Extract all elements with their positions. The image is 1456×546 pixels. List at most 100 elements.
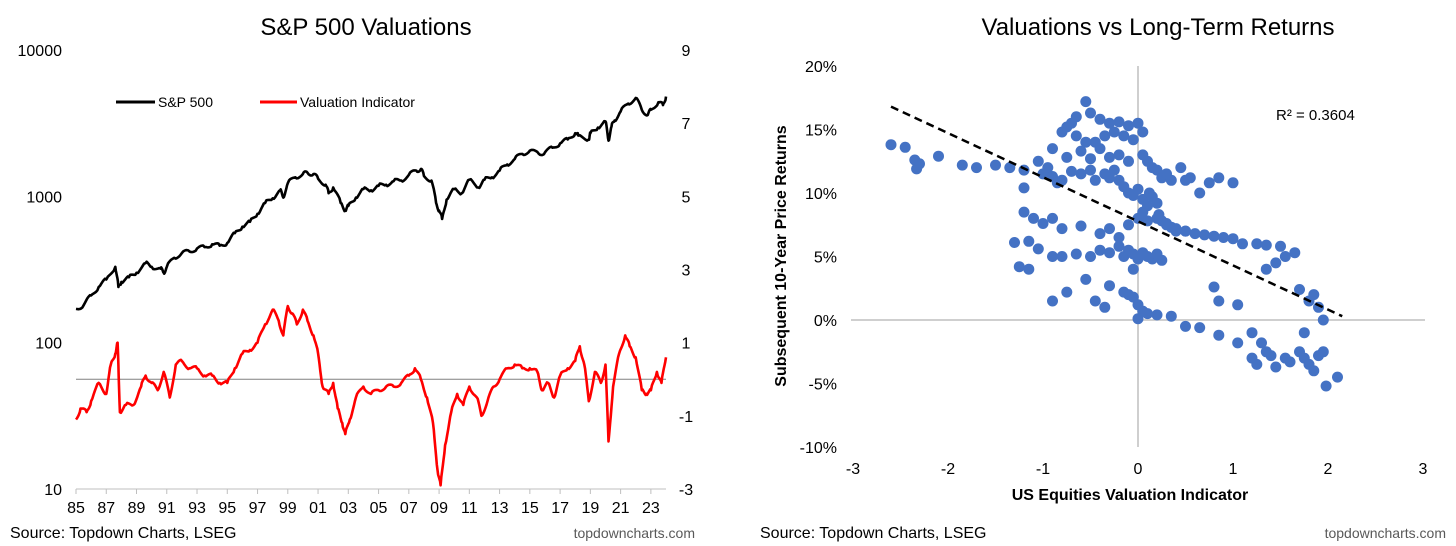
x-tick-label: 13 — [491, 500, 509, 517]
scatter-point — [1308, 289, 1320, 301]
x-tick-label: -1 — [1036, 461, 1050, 478]
scatter-point — [1265, 350, 1277, 362]
scatter-point — [1094, 143, 1106, 155]
scatter-point — [1080, 273, 1092, 285]
scatter-point — [1113, 149, 1125, 161]
x-tick-label: 19 — [581, 500, 599, 517]
scatter-point — [1123, 120, 1134, 132]
x-tick-label: 87 — [97, 500, 115, 517]
right-y-tick-label: -3 — [679, 482, 693, 499]
x-tick-label: -2 — [941, 461, 955, 478]
scatter-point — [1085, 164, 1096, 176]
x-axis-title: US Equities Valuation Indicator — [1012, 487, 1248, 504]
x-tick-label: 99 — [279, 500, 297, 517]
scatter-point — [1132, 313, 1144, 325]
scatter-point — [1094, 113, 1106, 125]
legend-label-sp500: S&P 500 — [158, 94, 213, 110]
scatter-point — [1213, 295, 1225, 307]
scatter-point — [899, 141, 911, 153]
scatter-point — [1289, 247, 1301, 259]
valuation-indicator-line — [74, 304, 668, 487]
x-tick-label: 07 — [400, 500, 418, 517]
scatter-point — [1013, 261, 1025, 273]
scatter-point — [990, 159, 1001, 171]
scatter-point — [1018, 206, 1030, 218]
scatter-point — [1104, 151, 1115, 163]
right-y-tick-label: -1 — [679, 409, 693, 426]
scatter-point — [1037, 168, 1049, 180]
scatter-point — [1256, 337, 1267, 349]
scatter-point — [1123, 155, 1134, 167]
scatter-point — [1089, 174, 1101, 186]
trendline — [890, 105, 1343, 318]
scatter-point — [1085, 153, 1096, 165]
scatter-point — [1061, 286, 1073, 298]
scatter-point — [1004, 162, 1016, 174]
right-y-tick-label: 7 — [682, 116, 691, 133]
x-tick-label: 95 — [218, 500, 236, 517]
scatter-point — [1156, 254, 1168, 266]
scatter-point — [1232, 337, 1244, 349]
left-y-axis: 10000 1000 100 10 — [18, 43, 63, 499]
scatter-point — [1104, 117, 1115, 129]
scatter-chart-svg: Valuations vs Long-Term Returns 20%15%10… — [760, 14, 1446, 542]
scatter-point — [1142, 308, 1153, 320]
scatter-point — [1175, 162, 1187, 174]
scatter-point — [1294, 284, 1305, 295]
right-y-tick-label: 5 — [682, 189, 691, 206]
series-group — [74, 96, 668, 487]
scatter-point — [1085, 251, 1096, 262]
scatter-point — [1237, 238, 1248, 250]
x-tick-label: 05 — [370, 500, 388, 517]
x-tick-label: 21 — [612, 500, 630, 517]
scatter-point — [1056, 223, 1068, 235]
scatter-point — [1170, 223, 1182, 235]
scatter-point — [1246, 327, 1258, 339]
scatter-point — [1108, 126, 1120, 138]
legend: S&P 500 Valuation Indicator — [116, 94, 415, 110]
scatter-point — [1317, 346, 1329, 358]
y-tick-label: -5% — [809, 377, 837, 394]
y-axis-title: Subsequent 10-Year Price Returns — [773, 125, 790, 387]
scatter-point — [1104, 247, 1115, 259]
x-tick-label: 85 — [67, 500, 85, 517]
scatter-point — [1199, 229, 1210, 241]
scatter-point — [1032, 243, 1044, 255]
scatter-point — [1317, 314, 1329, 326]
scatter-point — [1099, 130, 1111, 142]
left-y-tick-label: 10 — [44, 482, 62, 499]
scatter-point — [1208, 281, 1220, 293]
x-tick-label: 89 — [128, 500, 146, 517]
brand-watermark: topdowncharts.com — [1325, 525, 1446, 541]
scatter-point — [1023, 235, 1035, 247]
scatter-point — [1113, 240, 1125, 252]
x-axis: 85 87 89 91 93 95 97 99 01 03 05 07 09 11 13 15 17 19 21 23 — [67, 488, 666, 517]
scatter-point — [1047, 295, 1058, 307]
scatter-point — [1180, 320, 1191, 332]
scatter-point — [1332, 371, 1343, 383]
scatter-point — [1127, 134, 1139, 146]
scatter-point — [1123, 289, 1134, 301]
chart-title: Valuations vs Long-Term Returns — [981, 14, 1334, 41]
left-y-tick-label: 100 — [35, 336, 62, 353]
scatter-point — [1227, 177, 1239, 189]
scatter-point — [1056, 174, 1068, 186]
scatter-point — [1075, 145, 1087, 157]
scatter-point — [933, 150, 944, 162]
scatter-point — [1047, 251, 1058, 262]
right-y-tick-label: 1 — [682, 336, 691, 353]
scatter-point — [1009, 237, 1020, 248]
scatter-point — [1203, 177, 1215, 189]
scatter-point — [1066, 165, 1077, 177]
scatter-point — [1037, 218, 1049, 229]
scatter-point — [1151, 197, 1163, 209]
scatter-point — [1260, 239, 1272, 251]
x-tick-label: 03 — [339, 500, 357, 517]
scatter-point — [971, 162, 982, 174]
scatter-point — [1194, 187, 1206, 199]
x-tick-label: 17 — [551, 500, 569, 517]
x-tick-label: 3 — [1419, 461, 1428, 478]
scatter-point — [914, 158, 925, 170]
scatter-point — [1270, 257, 1282, 269]
